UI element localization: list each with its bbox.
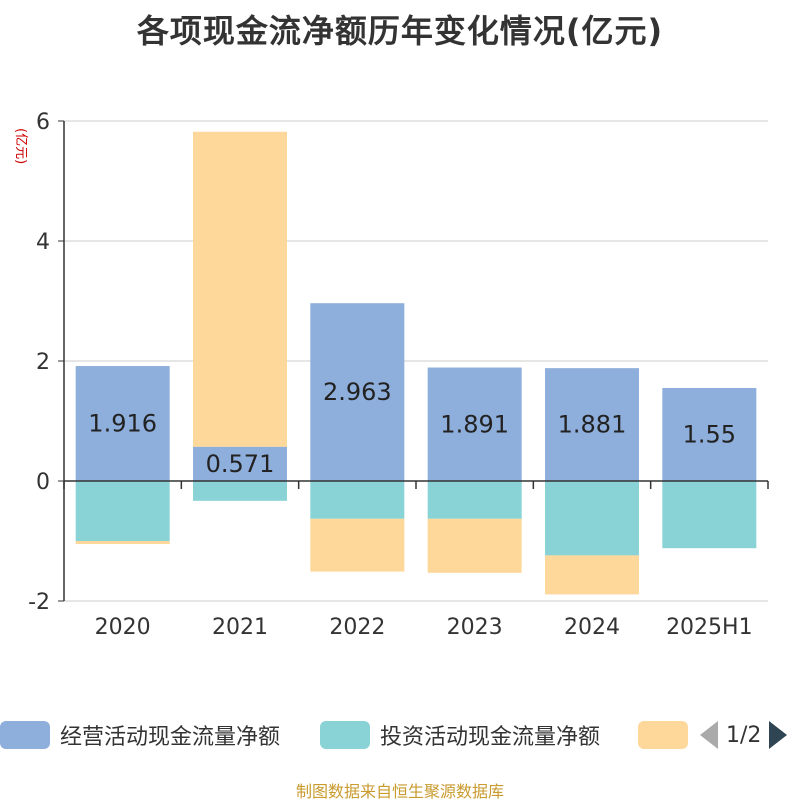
- data-label: 1.881: [558, 411, 627, 439]
- legend-item-operating[interactable]: 经营活动现金流量净额: [0, 717, 280, 753]
- bar-1-2022: [310, 481, 405, 519]
- data-label: 2.963: [323, 378, 392, 406]
- chart-title: 各项现金流净额历年变化情况(亿元): [136, 12, 664, 50]
- data-label: 1.891: [440, 410, 509, 438]
- bar-2-2023: [427, 518, 522, 573]
- y-tick-label: 2: [36, 350, 50, 375]
- legend-swatch-third: [638, 721, 688, 749]
- bar-1-2024: [545, 481, 639, 556]
- legend-prev-icon[interactable]: [700, 721, 718, 749]
- y-tick-label: 4: [36, 230, 50, 255]
- bar-2-2020: [75, 541, 170, 544]
- legend-label-operating: 经营活动现金流量净额: [60, 725, 281, 750]
- bar-2-2024: [545, 555, 639, 595]
- x-tick-label: 2020: [95, 615, 151, 640]
- legend-item-third[interactable]: [638, 717, 688, 753]
- bar-1-2023: [427, 481, 522, 519]
- y-tick-label: 6: [36, 110, 50, 135]
- x-tick-label: 2025H1: [666, 615, 753, 640]
- legend-next-icon[interactable]: [769, 721, 788, 749]
- bar-0-2021: [193, 446, 287, 481]
- bar-0-2024: [545, 368, 639, 481]
- legend: 经营活动现金流量净额 投资活动现金流量净额: [0, 717, 800, 753]
- bar-2-2021: [193, 131, 287, 447]
- legend-swatch-operating: [0, 721, 50, 749]
- y-tick-label: 0: [36, 470, 50, 495]
- bar-0-2025H1: [662, 388, 757, 481]
- bar-0-2023: [427, 367, 522, 481]
- legend-item-investing[interactable]: 投资活动现金流量净额: [320, 717, 600, 753]
- bar-0-2020: [75, 366, 170, 481]
- data-label: 0.571: [206, 450, 275, 478]
- legend-pager: 1/2: [700, 717, 788, 753]
- source-footer: 制图数据来自恒生聚源数据库: [295, 782, 504, 801]
- bar-1-2025H1: [662, 481, 757, 549]
- bar-1-2020: [75, 481, 170, 541]
- data-label: 1.55: [683, 421, 736, 449]
- bar-0-2022: [310, 303, 405, 481]
- x-tick-label: 2023: [447, 615, 503, 640]
- bar-1-2021: [193, 481, 287, 501]
- legend-label-investing: 投资活动现金流量净额: [380, 725, 601, 750]
- x-tick-label: 2024: [564, 615, 620, 640]
- x-tick-label: 2022: [329, 615, 385, 640]
- y-tick-label: -2: [28, 590, 50, 615]
- data-label: 1.916: [88, 410, 157, 438]
- x-tick-label: 2021: [212, 615, 268, 640]
- bar-2-2022: [310, 518, 405, 572]
- legend-swatch-investing: [320, 721, 370, 749]
- legend-page-indicator: 1/2: [726, 722, 762, 748]
